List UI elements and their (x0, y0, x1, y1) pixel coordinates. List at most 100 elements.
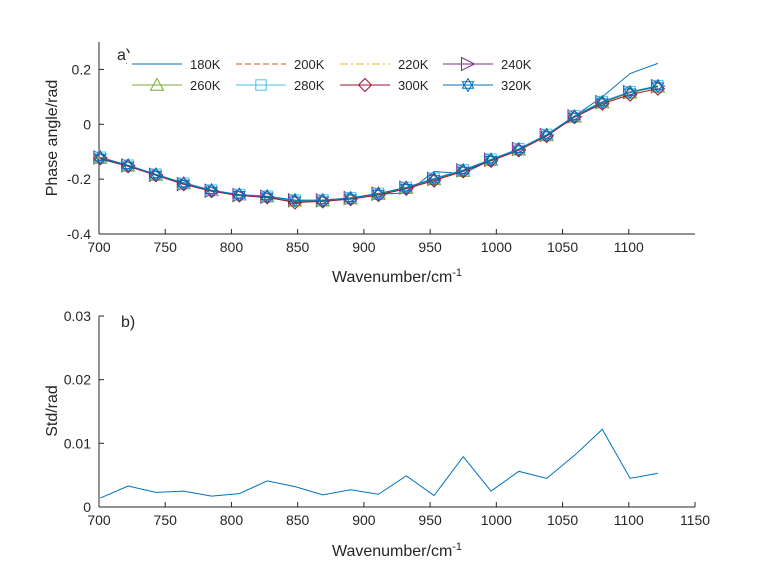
legend-marker (357, 77, 373, 93)
panel-b-axis-lines (98, 316, 695, 508)
panel-a-y-axis-label: Phase angle/rad (44, 80, 61, 197)
data-point-marker-tri-up (344, 190, 358, 202)
series-line (100, 85, 659, 201)
data-point-marker (651, 78, 665, 94)
legend-label: 220K (398, 57, 429, 72)
legend-marker (461, 77, 475, 93)
x-tick-label: 900 (352, 239, 376, 255)
data-point-marker (427, 171, 441, 187)
x-tick-label: 1000 (481, 512, 512, 528)
x-tick-label: 950 (418, 512, 442, 528)
data-point-marker-tri-down (121, 161, 135, 173)
data-point-marker-tri-up (371, 186, 385, 198)
legend-marker (461, 56, 476, 72)
data-point-marker-tri-down (456, 166, 470, 178)
panel-b-label: b) (121, 314, 135, 331)
data-point-marker-tri-up (205, 182, 219, 195)
data-point-marker (121, 157, 135, 173)
panel-b-x-axis-label: Wavenumber/cm-1 (332, 541, 462, 560)
y-tick-label: -0.4 (67, 226, 91, 242)
data-point-marker-tri-up (567, 108, 581, 121)
data-point-marker-tri-up (540, 127, 554, 139)
legend-marker (149, 77, 165, 91)
data-point-marker-tri-down (149, 170, 163, 182)
data-point-marker-tri-up (399, 180, 413, 192)
legend-item: 180K (132, 57, 221, 72)
x-tick-label: 1100 (614, 239, 644, 255)
legend-item: 200K (236, 57, 325, 72)
data-point-marker-tri-up (177, 176, 191, 188)
data-point-marker (177, 176, 191, 192)
data-point-marker-tri-down (540, 131, 554, 143)
x-tick-label: 750 (154, 239, 178, 255)
y-tick-label: 0.01 (64, 435, 91, 451)
legend-box (127, 53, 551, 97)
y-tick-label: 0.02 (64, 372, 91, 388)
x-tick-label: 850 (286, 239, 310, 255)
y-tick-label: 0.03 (64, 308, 91, 324)
panel-b-plot-area (99, 316, 695, 507)
panel-b-series (100, 428, 659, 499)
legend-item: 300K (340, 77, 429, 93)
data-point-marker (512, 141, 526, 157)
legend-label: 280K (294, 78, 325, 93)
legend-marker (255, 79, 267, 91)
legend-label: 260K (190, 78, 221, 93)
data-point-marker (344, 190, 358, 206)
data-point-marker-tri-up (484, 152, 498, 164)
legend-item: 260K (132, 77, 221, 93)
data-point-marker-tri-up (288, 192, 302, 205)
data-point-marker-tri-down (623, 88, 637, 100)
legend-item: 320K (443, 77, 532, 93)
data-point-marker-tri-up (456, 162, 470, 175)
data-point-marker (623, 84, 637, 100)
data-point-marker-tri-down (288, 196, 302, 208)
y-tick-label: 0 (83, 116, 91, 132)
y-tick-label: 0 (83, 499, 91, 515)
legend-item: 280K (236, 78, 325, 93)
x-tick-label: 950 (418, 239, 442, 255)
x-tick-label: 1050 (547, 239, 578, 255)
legend-label: 300K (398, 78, 429, 93)
data-point-marker-tri-up (260, 188, 274, 201)
y-tick-label: 0.2 (72, 61, 92, 77)
data-point-marker-tri-down (651, 82, 665, 94)
data-point-marker-tri-down (344, 194, 358, 206)
panel-a-axes: 700 750 800 850 900 950 1000 1050 1100 -0.4 -0.2 0 0… (44, 42, 695, 286)
data-point-marker-tri-up (316, 192, 330, 205)
data-point-marker-tri-up (149, 166, 163, 179)
data-point-marker-tri-down (399, 183, 413, 196)
data-point-marker (399, 180, 413, 196)
data-point-marker (456, 162, 470, 178)
panel-a-axis-lines (98, 42, 695, 235)
x-tick-label: 800 (220, 239, 244, 255)
panel-b-y-axis-label: Std/rad (44, 385, 61, 437)
data-point-marker (540, 127, 554, 143)
x-tick-label: 700 (87, 239, 111, 255)
legend-label: 200K (294, 57, 325, 72)
data-point-marker-tri-down (260, 192, 274, 204)
data-point-marker-tri-up (121, 157, 135, 170)
data-point-marker-tri-up (595, 94, 609, 106)
data-point-marker-tri-up (623, 84, 637, 96)
legend: 180K 200K 220K 240K 260K 280K 300K 320K (127, 53, 551, 97)
legend-item: 240K (443, 56, 532, 72)
data-point-marker-tri-down (512, 145, 526, 157)
x-tick-label: 1000 (481, 239, 512, 255)
data-point-marker (205, 182, 219, 198)
data-point-marker (149, 166, 163, 182)
data-point-marker-tri-down (205, 186, 219, 198)
data-point-marker-tri-down (371, 189, 385, 202)
data-point-marker-tri-down (484, 155, 498, 168)
x-tick-label: 1150 (680, 512, 710, 528)
data-point-marker (260, 188, 274, 204)
legend-marker-tri-up (461, 77, 475, 89)
data-point-marker-tri-down (316, 196, 330, 208)
data-point-marker (567, 108, 581, 124)
x-tick-label: 750 (154, 512, 178, 528)
x-tick-label: 800 (220, 512, 244, 528)
data-point-marker-tri-down (177, 179, 191, 192)
panel-a-series (92, 62, 666, 210)
data-point-marker (232, 187, 246, 203)
